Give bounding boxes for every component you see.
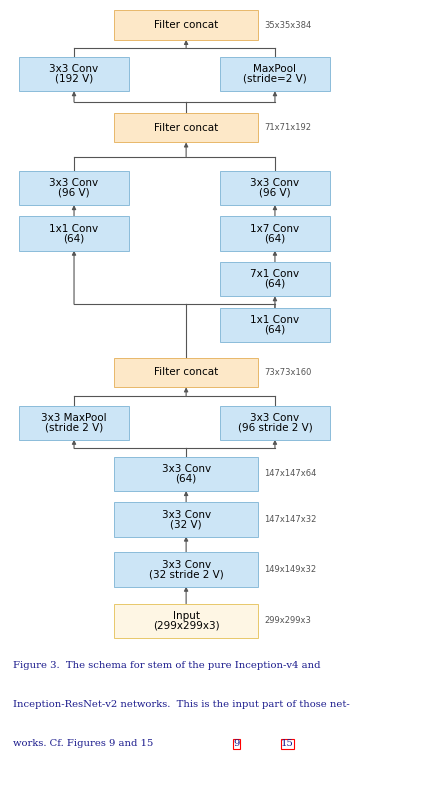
- FancyBboxPatch shape: [220, 262, 330, 296]
- Text: Figure 3.  The schema for stem of the pure Inception-v4 and: Figure 3. The schema for stem of the pur…: [13, 661, 320, 669]
- Text: (64): (64): [264, 233, 286, 244]
- Text: (299x299x3): (299x299x3): [153, 621, 220, 630]
- Text: Inception-ResNet-v2 networks.  This is the input part of those net-: Inception-ResNet-v2 networks. This is th…: [13, 700, 349, 709]
- Text: 35x35x384: 35x35x384: [264, 21, 312, 29]
- FancyBboxPatch shape: [19, 171, 129, 205]
- Text: 3x3 MaxPool: 3x3 MaxPool: [41, 413, 107, 423]
- Text: (96 V): (96 V): [259, 188, 291, 197]
- FancyBboxPatch shape: [114, 357, 258, 388]
- Text: 7x1 Conv: 7x1 Conv: [250, 269, 299, 279]
- Text: 71x71x192: 71x71x192: [264, 123, 311, 132]
- Text: MaxPool: MaxPool: [253, 64, 297, 74]
- FancyBboxPatch shape: [19, 405, 129, 439]
- Text: (96 V): (96 V): [58, 188, 90, 197]
- Text: (32 V): (32 V): [170, 519, 202, 529]
- Text: 3x3 Conv: 3x3 Conv: [162, 560, 211, 570]
- Text: 1x1 Conv: 1x1 Conv: [250, 315, 299, 325]
- Text: (64): (64): [63, 233, 85, 244]
- FancyBboxPatch shape: [220, 171, 330, 205]
- Text: 299x299x3: 299x299x3: [264, 616, 311, 626]
- Text: 3x3 Conv: 3x3 Conv: [250, 413, 299, 423]
- Text: 149x149x32: 149x149x32: [264, 565, 316, 574]
- Text: 15: 15: [281, 739, 294, 748]
- FancyBboxPatch shape: [220, 57, 330, 91]
- FancyBboxPatch shape: [19, 57, 129, 91]
- FancyBboxPatch shape: [220, 307, 330, 341]
- Text: (32 stride 2 V): (32 stride 2 V): [149, 569, 223, 579]
- Text: 73x73x160: 73x73x160: [264, 368, 312, 377]
- Text: (96 stride 2 V): (96 stride 2 V): [238, 423, 312, 432]
- FancyBboxPatch shape: [220, 405, 330, 439]
- Text: Filter concat: Filter concat: [154, 20, 218, 30]
- Text: (64): (64): [176, 474, 197, 484]
- Text: 1x7 Conv: 1x7 Conv: [250, 224, 299, 234]
- Text: (stride=2 V): (stride=2 V): [243, 74, 307, 84]
- Text: 3x3 Conv: 3x3 Conv: [250, 178, 299, 188]
- FancyBboxPatch shape: [114, 603, 258, 638]
- Text: 9: 9: [233, 739, 240, 748]
- Text: 3x3 Conv: 3x3 Conv: [49, 64, 99, 74]
- Text: Input: Input: [173, 611, 200, 621]
- FancyBboxPatch shape: [114, 457, 258, 491]
- FancyBboxPatch shape: [114, 552, 258, 587]
- FancyBboxPatch shape: [114, 10, 258, 40]
- Text: 147x147x64: 147x147x64: [264, 470, 317, 478]
- Text: Filter concat: Filter concat: [154, 123, 218, 133]
- Text: (192 V): (192 V): [55, 74, 93, 84]
- Text: 1x1 Conv: 1x1 Conv: [49, 224, 99, 234]
- Text: works. Cf. Figures 9 and 15: works. Cf. Figures 9 and 15: [13, 739, 153, 748]
- Text: (64): (64): [264, 325, 286, 334]
- Text: (stride 2 V): (stride 2 V): [45, 423, 103, 432]
- Text: 147x147x32: 147x147x32: [264, 515, 317, 524]
- FancyBboxPatch shape: [114, 502, 258, 537]
- Text: (64): (64): [264, 279, 286, 289]
- FancyBboxPatch shape: [114, 113, 258, 142]
- Text: Filter concat: Filter concat: [154, 368, 218, 377]
- Text: 3x3 Conv: 3x3 Conv: [49, 178, 99, 188]
- FancyBboxPatch shape: [19, 217, 129, 251]
- Text: 3x3 Conv: 3x3 Conv: [162, 464, 211, 474]
- FancyBboxPatch shape: [220, 217, 330, 251]
- Text: 3x3 Conv: 3x3 Conv: [162, 509, 211, 520]
